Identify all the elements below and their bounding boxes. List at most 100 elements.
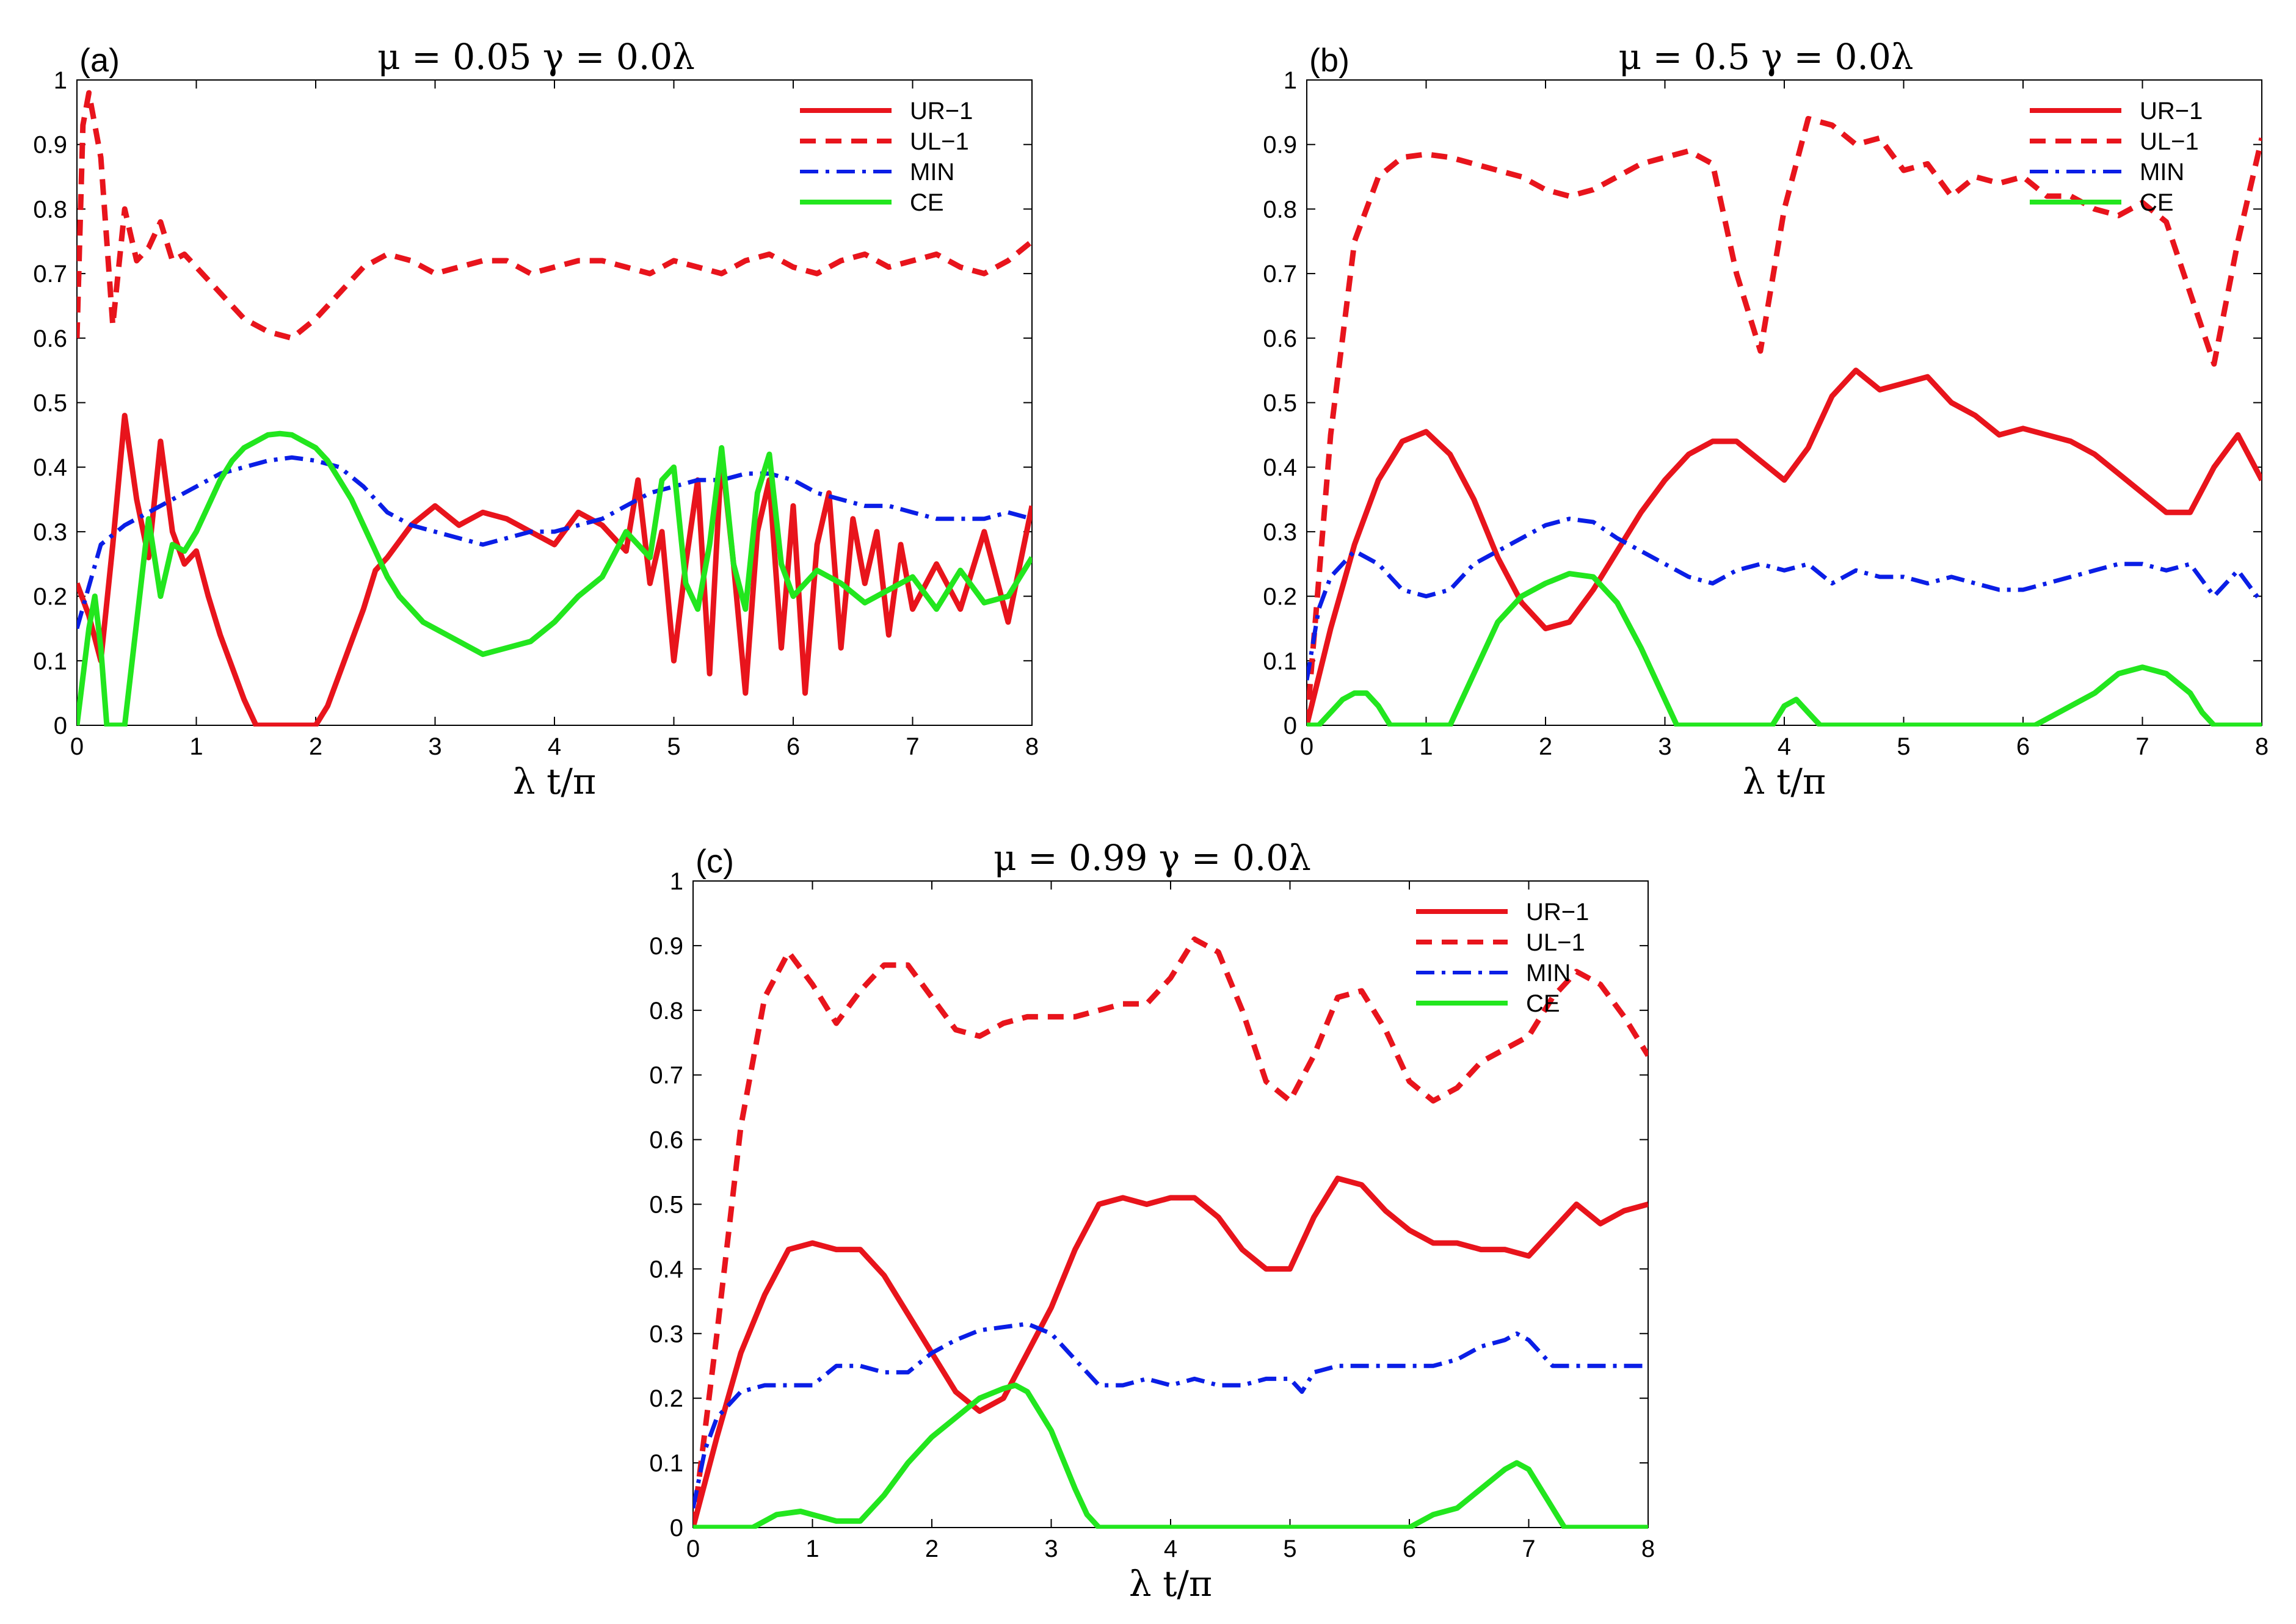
x-tick-label: 8 bbox=[1641, 1535, 1655, 1562]
x-tick-label: 3 bbox=[1658, 733, 1671, 760]
series-line-ce bbox=[693, 1382, 1648, 1529]
legend-label: UL−1 bbox=[910, 128, 969, 155]
panel-label: (b) bbox=[1309, 42, 1350, 79]
y-tick-label: 0 bbox=[670, 1515, 683, 1542]
x-tick-label: 2 bbox=[925, 1535, 939, 1562]
series-line-ce bbox=[77, 430, 1032, 727]
series-line-ul-1 bbox=[77, 90, 1032, 341]
y-tick-label: 0.6 bbox=[33, 325, 67, 352]
series-line-ur-1 bbox=[1307, 368, 2262, 727]
y-tick-label: 0.3 bbox=[649, 1321, 683, 1347]
series-line-ur-1 bbox=[77, 413, 1032, 727]
y-tick-label: 0.3 bbox=[33, 519, 67, 546]
y-tick-label: 0.7 bbox=[33, 261, 67, 288]
axes-box bbox=[1306, 79, 2262, 726]
x-axis-label: λ t/π bbox=[1129, 1563, 1212, 1604]
panel-c: 0 1 2 3 4 5 6 7 8 0 0.1 0.2 0.3 0.4 0.5 0.6 0.7 0.8 0.9 1 UR… bbox=[649, 837, 1655, 1604]
y-tick-label: 0.2 bbox=[1263, 584, 1297, 611]
x-axis-label: λ t/π bbox=[513, 761, 596, 802]
x-tick-label: 6 bbox=[2016, 733, 2030, 760]
y-tick-label: 1 bbox=[1284, 67, 1297, 94]
x-axis-label: λ t/π bbox=[1743, 761, 1826, 802]
panel-label: (a) bbox=[79, 42, 120, 79]
x-tick-label: 8 bbox=[2255, 733, 2269, 760]
x-tick-label: 1 bbox=[189, 733, 203, 760]
y-tick-label: 0.5 bbox=[33, 390, 67, 417]
x-tick-label: 6 bbox=[787, 733, 800, 760]
y-tick-label: 0.6 bbox=[649, 1127, 683, 1154]
x-tick-label: 2 bbox=[309, 733, 322, 760]
y-tick-label: 0.9 bbox=[649, 933, 683, 960]
legend-label: UR−1 bbox=[2140, 98, 2203, 125]
y-tick-label: 0.4 bbox=[649, 1256, 683, 1283]
series-line-ce bbox=[1307, 571, 2262, 727]
x-tick-label: 6 bbox=[1403, 1535, 1416, 1562]
y-tick-label: 0.9 bbox=[33, 132, 67, 159]
x-tick-label: 3 bbox=[428, 733, 441, 760]
legend-label: UL−1 bbox=[2140, 128, 2199, 155]
panel-b: 0 1 2 3 4 5 6 7 8 0 0.1 0.2 0.3 0.4 0.5 0.6 0.7 0.8 0.9 1 UR… bbox=[1263, 36, 2269, 802]
panel-title: μ = 0.05 γ = 0.0λ bbox=[377, 36, 695, 78]
series-line-ul-1 bbox=[1307, 115, 2262, 726]
y-tick-label: 0.1 bbox=[1263, 648, 1297, 675]
x-tick-label: 4 bbox=[548, 733, 561, 760]
x-tick-label: 2 bbox=[1539, 733, 1552, 760]
y-tick-label: 0.8 bbox=[33, 196, 67, 223]
y-tick-label: 0.7 bbox=[1263, 261, 1297, 288]
x-tick-label: 5 bbox=[667, 733, 680, 760]
y-tick-label: 0.2 bbox=[33, 584, 67, 611]
x-tick-label: 3 bbox=[1044, 1535, 1058, 1562]
series-group bbox=[77, 90, 1032, 727]
x-tick-label: 8 bbox=[1025, 733, 1039, 760]
x-tick-label: 4 bbox=[1164, 1535, 1177, 1562]
y-tick-label: 1 bbox=[54, 67, 67, 94]
y-tick-label: 0.4 bbox=[33, 454, 67, 481]
y-tick-label: 0.6 bbox=[1263, 325, 1297, 352]
legend-label: CE bbox=[910, 189, 944, 216]
legend-label: UR−1 bbox=[910, 98, 973, 125]
panel-a: 0 1 2 3 4 5 6 7 8 0 0.1 0.2 0.3 0.4 0.5 0.6 0.7 0.8 0.9 1 UR… bbox=[33, 36, 1039, 802]
series-line-ur-1 bbox=[693, 1175, 1648, 1529]
y-tick-label: 0.8 bbox=[649, 998, 683, 1024]
y-tick-label: 0.8 bbox=[1263, 196, 1297, 223]
series-group bbox=[693, 936, 1648, 1529]
legend-label: CE bbox=[2140, 189, 2174, 216]
x-tick-label: 5 bbox=[1283, 1535, 1296, 1562]
y-tick-label: 0.5 bbox=[649, 1192, 683, 1219]
panel-title: μ = 0.5 γ = 0.0λ bbox=[1619, 36, 1914, 78]
x-tick-label: 4 bbox=[1778, 733, 1791, 760]
x-tick-label: 7 bbox=[1522, 1535, 1535, 1562]
x-tick-label: 7 bbox=[2135, 733, 2149, 760]
y-tick-label: 0.2 bbox=[649, 1385, 683, 1412]
y-tick-label: 0.1 bbox=[649, 1450, 683, 1477]
y-tick-label: 0.1 bbox=[33, 648, 67, 675]
y-tick-label: 0 bbox=[54, 712, 67, 739]
panel-title: μ = 0.99 γ = 0.0λ bbox=[994, 837, 1311, 879]
legend-label: MIN bbox=[910, 159, 954, 186]
x-tick-label: 1 bbox=[1419, 733, 1433, 760]
y-tick-label: 0.3 bbox=[1263, 519, 1297, 546]
x-tick-label: 7 bbox=[906, 733, 919, 760]
x-tick-label: 1 bbox=[805, 1535, 819, 1562]
x-tick-label: 5 bbox=[1897, 733, 1910, 760]
series-group bbox=[1307, 115, 2262, 727]
series-line-min bbox=[1307, 517, 2262, 681]
y-tick-label: 0 bbox=[1284, 712, 1297, 739]
legend-label: CE bbox=[1526, 990, 1560, 1017]
y-tick-label: 1 bbox=[670, 868, 683, 895]
series-line-min bbox=[77, 455, 1032, 629]
panel-label: (c) bbox=[696, 843, 734, 880]
legend-label: UR−1 bbox=[1526, 899, 1589, 926]
legend-label: MIN bbox=[2140, 159, 2184, 186]
y-tick-label: 0.4 bbox=[1263, 454, 1297, 481]
legend-label: UL−1 bbox=[1526, 929, 1585, 956]
y-tick-label: 0.9 bbox=[1263, 132, 1297, 159]
y-tick-label: 0.7 bbox=[649, 1062, 683, 1089]
y-tick-label: 0.5 bbox=[1263, 390, 1297, 417]
x-tick-label: 0 bbox=[1300, 733, 1313, 760]
x-tick-label: 0 bbox=[70, 733, 84, 760]
x-tick-label: 0 bbox=[686, 1535, 700, 1562]
series-line-min bbox=[693, 1321, 1648, 1509]
series-line-ul-1 bbox=[693, 936, 1648, 1528]
